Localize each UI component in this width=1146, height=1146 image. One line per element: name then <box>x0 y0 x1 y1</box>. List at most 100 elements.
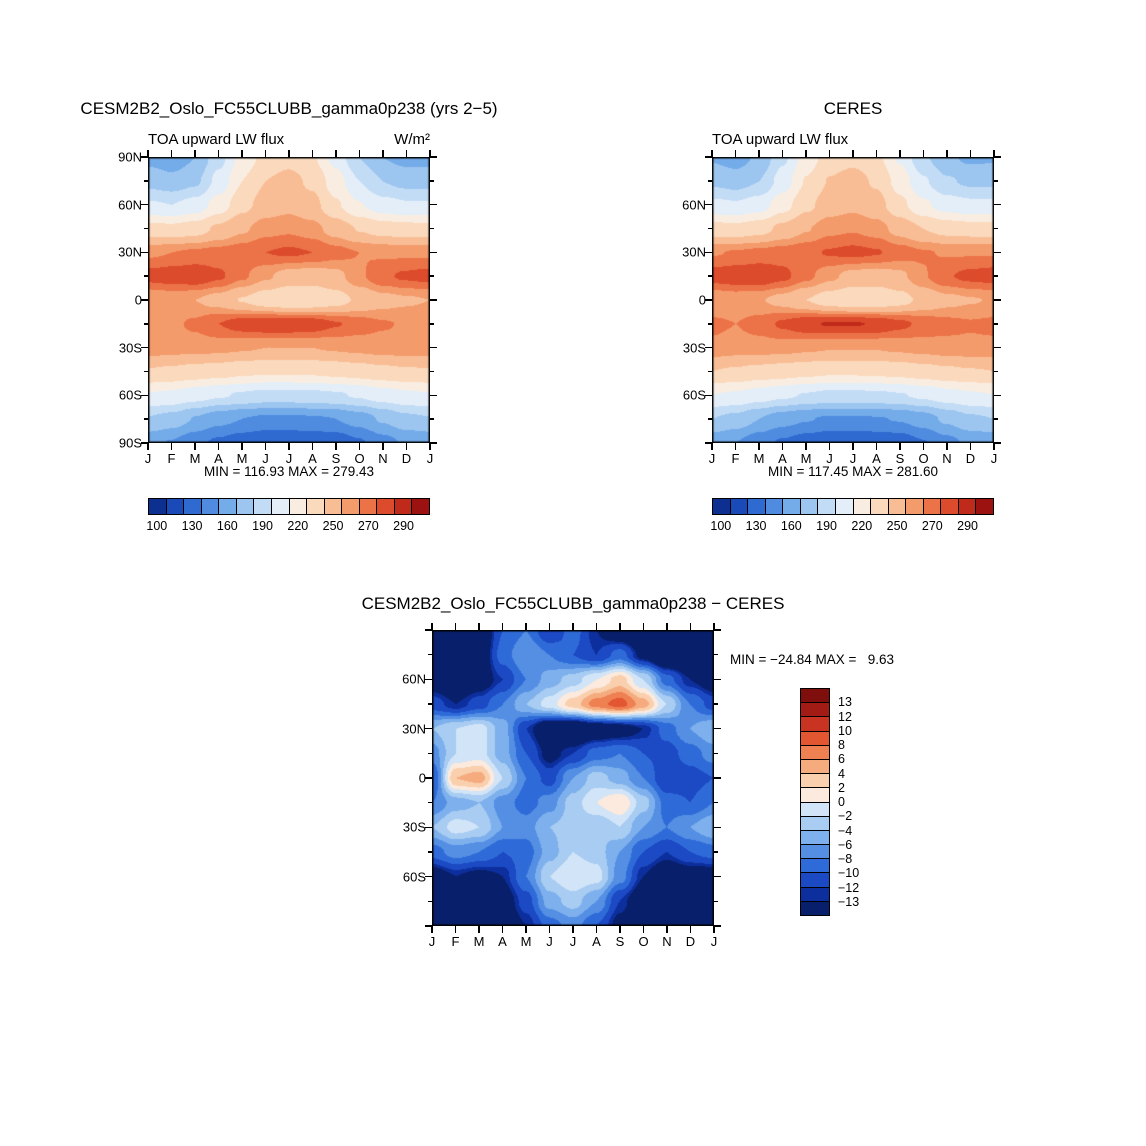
x-tick-label: J <box>262 451 269 466</box>
x-tick-top <box>501 623 504 630</box>
x-tick-label: A <box>308 451 317 466</box>
x-tick-bottom <box>525 926 527 933</box>
y-tick-right <box>994 227 998 230</box>
x-tick-bottom <box>899 443 901 450</box>
x-tick-bottom <box>501 926 504 933</box>
x-tick-top <box>969 150 972 157</box>
y-tick-left <box>428 653 432 656</box>
colorbar-box <box>800 886 830 902</box>
x-tick-label: O <box>638 934 649 949</box>
y-tick-right <box>714 752 718 755</box>
x-tick-label: D <box>965 451 976 466</box>
y-tick-right <box>994 370 998 373</box>
y-tick-left <box>705 442 712 444</box>
y-tick-left <box>428 801 432 804</box>
colorbar-label: 6 <box>838 752 845 767</box>
x-tick-top <box>642 623 645 630</box>
ceres-colorbar: 100 130 160 190 220 250 270 290 <box>710 498 994 533</box>
colorbar-label: 12 <box>838 709 852 724</box>
y-tick-left <box>705 346 712 349</box>
x-tick-bottom <box>431 926 433 933</box>
x-tick-bottom <box>758 443 760 450</box>
x-tick-top <box>922 150 925 157</box>
y-tick-left <box>708 227 712 230</box>
colorbar-label: 290 <box>957 519 978 533</box>
x-tick-bottom <box>429 443 431 450</box>
y-tick-right <box>994 442 1001 444</box>
y-tick-right <box>430 346 437 349</box>
x-tick-bottom <box>922 443 925 450</box>
y-tick-right <box>714 777 721 779</box>
x-tick-bottom <box>358 443 361 450</box>
ceres-minmax-label: MIN = 117.45 MAX = 281.60 <box>767 464 939 479</box>
y-tick-right <box>714 851 718 853</box>
y-tick-left <box>705 156 712 158</box>
x-tick-top <box>946 150 948 157</box>
x-tick-top <box>382 150 384 157</box>
colorbar-box <box>800 858 830 874</box>
colorbar-box <box>870 498 889 515</box>
y-tick-right <box>994 418 998 420</box>
y-tick-left <box>141 203 148 206</box>
x-tick-top <box>689 623 692 630</box>
x-tick-label: A <box>872 451 881 466</box>
colorbar-box <box>800 829 830 846</box>
x-tick-top <box>713 623 715 630</box>
x-tick-top <box>619 623 621 630</box>
colorbar-label: −2 <box>838 809 853 824</box>
colorbar-box <box>975 498 994 515</box>
colorbar-box <box>800 716 830 732</box>
colorbar-label: 130 <box>745 519 767 533</box>
x-tick-bottom <box>147 443 149 450</box>
colorbar-box <box>800 773 830 789</box>
x-tick-top <box>170 150 173 157</box>
x-tick-bottom <box>734 443 737 450</box>
colorbar-box <box>957 498 977 515</box>
x-tick-bottom <box>852 443 854 450</box>
x-tick-label: D <box>685 934 696 949</box>
x-tick-top <box>711 150 713 157</box>
x-tick-label: J <box>144 451 152 466</box>
x-tick-label: S <box>895 451 905 466</box>
x-tick-top <box>781 150 784 157</box>
x-tick-top <box>993 150 995 157</box>
colorbar-box <box>341 498 360 515</box>
colorbar-box <box>358 498 378 515</box>
y-tick-label: 0 <box>698 292 706 308</box>
x-tick-label: J <box>426 451 434 466</box>
x-tick-top <box>478 623 480 630</box>
colorbar-label: 160 <box>780 519 802 533</box>
y-tick-left <box>705 394 712 397</box>
colorbar-box <box>729 498 749 515</box>
x-tick-label: F <box>731 451 740 466</box>
y-tick-left <box>141 156 148 158</box>
x-tick-top <box>431 623 433 630</box>
x-tick-top <box>734 150 737 157</box>
colorbar-label: 160 <box>216 519 238 533</box>
y-tick-left <box>144 418 148 420</box>
x-tick-bottom <box>217 443 220 450</box>
x-tick-label: J <box>285 451 293 466</box>
y-tick-right <box>430 203 437 206</box>
x-tick-top <box>805 150 807 157</box>
colorbar-box <box>288 498 308 515</box>
x-tick-top <box>548 623 551 630</box>
y-tick-label: 60N <box>118 197 142 213</box>
ceres-heatmap: J F M A M J J A S O N D J 60N 30N 0 30S 60S <box>682 150 1001 466</box>
y-tick-right <box>714 875 721 878</box>
colorbar-box <box>940 498 959 515</box>
x-tick-bottom <box>382 443 384 450</box>
colorbar-box <box>712 498 731 515</box>
y-tick-label: 30N <box>402 721 426 737</box>
y-tick-left <box>708 418 712 420</box>
colorbar-box <box>800 702 830 718</box>
x-tick-top <box>429 150 431 157</box>
x-tick-top <box>525 623 527 630</box>
x-tick-label: M <box>800 451 812 466</box>
x-tick-label: J <box>428 934 436 949</box>
x-tick-bottom <box>170 443 173 450</box>
y-tick-left <box>425 826 432 829</box>
colorbar-label: −13 <box>838 894 860 909</box>
x-tick-bottom <box>241 443 243 450</box>
x-tick-bottom <box>572 926 574 933</box>
